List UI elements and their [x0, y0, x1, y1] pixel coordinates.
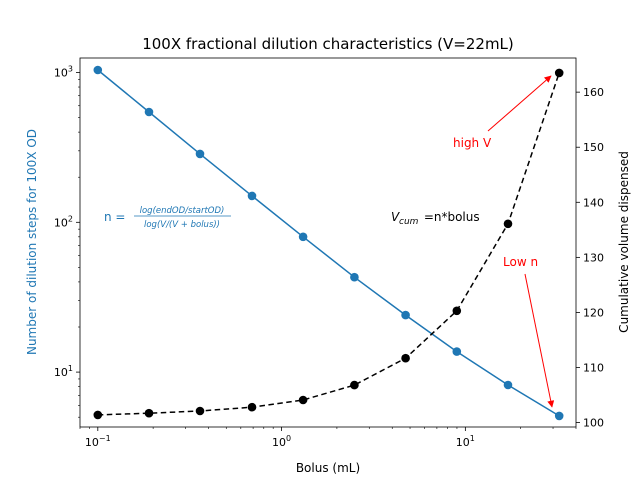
x-tick-label: 100 [272, 434, 291, 449]
data-point-n [298, 232, 308, 242]
data-point-v-cum [554, 68, 564, 78]
series-line-v-cum [97, 72, 560, 416]
y-right-tick-label: 100 [583, 417, 604, 430]
data-point-n [401, 310, 410, 320]
y-left-tick-label: 101 [54, 364, 73, 379]
x-tick-label: 10−1 [85, 434, 111, 449]
y-right-axis-label: Cumulative volume dispensed [617, 151, 631, 333]
data-point-n [554, 411, 564, 421]
formula-n-annotation: n = log(endOD/startOD) log(V/(V + bolus)… [104, 206, 231, 230]
series-line-n [97, 69, 560, 417]
y-left-tick-label-exp: 1 [68, 364, 73, 373]
plot-markers [93, 65, 564, 421]
x-tick-label-exp: 0 [286, 434, 291, 443]
data-point-n [247, 191, 257, 201]
x-tick-label-base: 10 [85, 436, 99, 449]
y-left-tick-label-base: 10 [54, 67, 68, 80]
data-point-v-cum [298, 395, 308, 405]
x-axis: 10−1 100 101 [79, 427, 577, 449]
x-axis-label: Bolus (mL) [296, 461, 360, 475]
formula-vcum-annotation: V cum =n*bolus [391, 210, 480, 227]
x-tick-label-base: 10 [456, 436, 470, 449]
y-right-tick-label: 160 [583, 86, 604, 99]
high-v-arrow [487, 75, 552, 132]
data-point-v-cum [350, 380, 359, 390]
y-left-tick-label-exp: 2 [68, 214, 73, 223]
plot-frame [79, 57, 577, 428]
y-right-axis: 100 110 120 130 140 150 160 [576, 86, 604, 430]
data-point-n [93, 65, 103, 75]
x-tick-label: 101 [456, 434, 475, 449]
formula-n-numerator: log(endOD/startOD) [140, 206, 225, 216]
data-point-n [503, 380, 513, 390]
data-point-v-cum [452, 306, 462, 316]
y-right-tick-label: 120 [583, 306, 604, 319]
low-n-annotation: Low n [503, 255, 538, 269]
y-right-tick-label: 130 [583, 251, 604, 264]
data-point-v-cum [401, 353, 410, 363]
data-point-v-cum [503, 219, 513, 229]
y-left-tick-label-base: 10 [54, 216, 68, 229]
low-n-arrow [524, 273, 555, 408]
y-left-tick-label: 103 [54, 65, 73, 80]
formula-vcum-rest: =n*bolus [420, 210, 480, 224]
y-left-tick-label-exp: 3 [68, 65, 73, 74]
x-tick-label-exp: 1 [470, 434, 475, 443]
data-point-v-cum [195, 406, 205, 416]
data-point-n [350, 272, 359, 282]
data-point-n [195, 149, 205, 159]
data-point-n [452, 347, 462, 356]
formula-n-prefix: n = [104, 210, 129, 224]
chart-title: 100X fractional dilution characteristics… [142, 35, 514, 53]
data-point-v-cum [93, 410, 103, 420]
formula-vcum-sub: cum [399, 217, 419, 227]
plot-lines [97, 69, 560, 417]
y-left-tick-label: 102 [54, 214, 73, 229]
high-v-annotation: high V [453, 136, 492, 150]
data-point-v-cum [247, 402, 257, 412]
y-right-tick-label: 110 [583, 362, 604, 375]
formula-n-denominator: log(V/(V + bolus)) [144, 220, 220, 230]
x-tick-label-exp: −1 [99, 434, 111, 443]
y-left-tick-label-base: 10 [54, 366, 68, 379]
x-tick-label-base: 10 [272, 436, 286, 449]
y-right-tick-label: 150 [583, 141, 604, 154]
y-right-tick-label: 140 [583, 196, 604, 209]
data-point-v-cum [144, 408, 154, 418]
formula-vcum-main: V [391, 210, 400, 224]
data-point-n [144, 107, 154, 117]
y-left-axis-label: Number of dilution steps for 100X OD [25, 129, 39, 355]
